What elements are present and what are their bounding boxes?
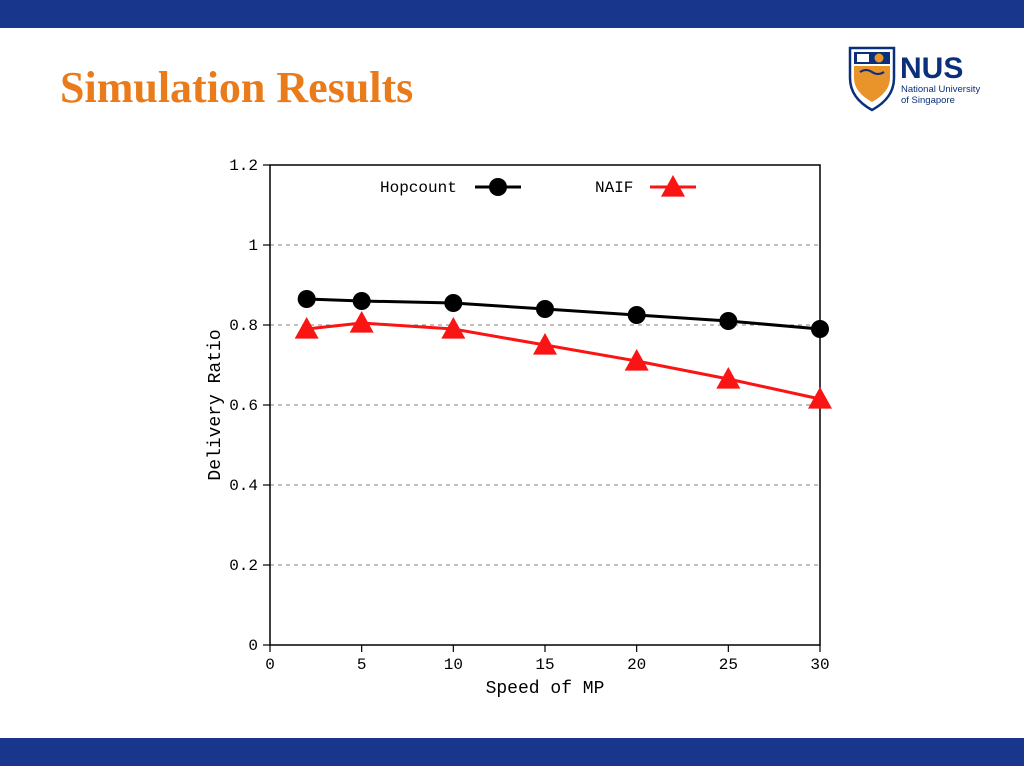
brand-bar-top: [0, 0, 1024, 28]
y-axis-label: Delivery Ratio: [206, 329, 226, 480]
svg-text:0.6: 0.6: [229, 397, 258, 415]
shield-icon: [850, 48, 894, 110]
svg-text:10: 10: [444, 656, 463, 674]
logo-sub-text-2: of Singapore: [901, 95, 955, 106]
svg-text:20: 20: [627, 656, 646, 674]
svg-text:0: 0: [265, 656, 275, 674]
nus-logo: NUS National University of Singapore: [846, 44, 996, 114]
logo-primary-text: NUS: [900, 52, 963, 85]
brand-bar-bottom: [0, 738, 1024, 766]
svg-text:30: 30: [810, 656, 829, 674]
logo-sub-text-1: National University: [901, 84, 980, 95]
slide-title: Simulation Results: [60, 62, 413, 113]
svg-text:1.2: 1.2: [229, 157, 258, 175]
legend-label-hopcount: Hopcount: [380, 179, 457, 197]
svg-text:0.2: 0.2: [229, 557, 258, 575]
svg-text:0: 0: [248, 637, 258, 655]
presentation-slide: Simulation Results NUS National Universi…: [0, 0, 1024, 766]
delivery-ratio-chart: 0 5 10 15 20 25 30 0 0.2 0.4 0.6 0.8 1 1.2 Speed of MP…: [200, 145, 840, 705]
legend-label-naif: NAIF: [595, 179, 633, 197]
svg-text:15: 15: [535, 656, 554, 674]
svg-text:5: 5: [357, 656, 367, 674]
svg-text:1: 1: [248, 237, 258, 255]
svg-text:0.4: 0.4: [229, 477, 258, 495]
svg-text:25: 25: [719, 656, 738, 674]
svg-text:0.8: 0.8: [229, 317, 258, 335]
x-axis-label: Speed of MP: [486, 679, 605, 699]
